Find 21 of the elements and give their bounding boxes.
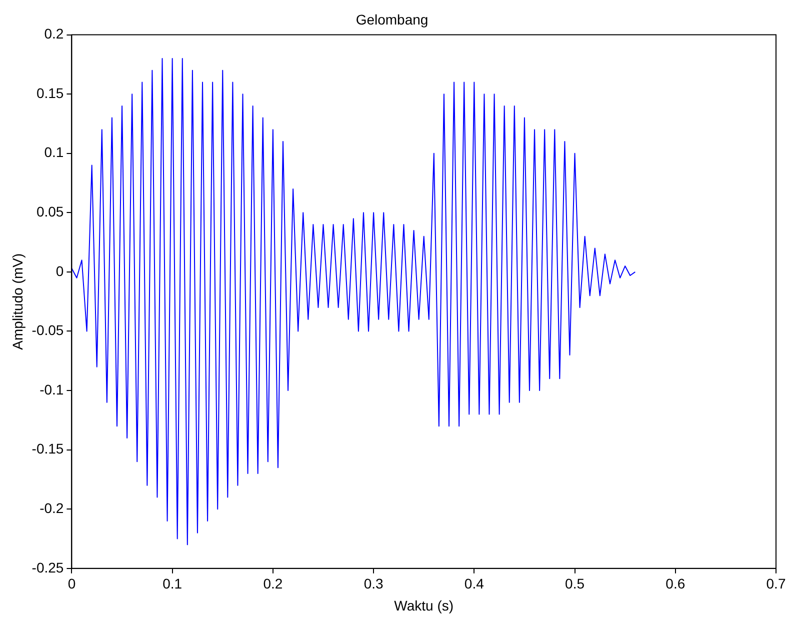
- y-tick-label: 0.2: [44, 26, 64, 42]
- y-tick-label: 0.05: [36, 204, 64, 220]
- y-axis-title: Amplitudo (mV): [9, 253, 26, 350]
- chart-title: Gelombang: [356, 11, 428, 28]
- y-tick-label: -0.05: [32, 322, 64, 338]
- y-tick-label: -0.2: [40, 500, 64, 516]
- x-tick-label: 0.2: [263, 576, 283, 592]
- y-tick-label: 0.1: [44, 144, 64, 160]
- x-tick-label: 0.7: [766, 576, 786, 592]
- x-tick-label: 0: [68, 576, 76, 592]
- y-tick-label: -0.15: [32, 440, 64, 457]
- x-tick-label: 0.5: [565, 576, 585, 592]
- x-axis-title: Waktu (s): [394, 597, 454, 614]
- x-tick-label: 0.6: [666, 576, 686, 592]
- y-tick-label: 0.15: [36, 84, 64, 101]
- y-tick-label: -0.1: [40, 381, 64, 398]
- x-tick-label: 0.4: [464, 576, 484, 592]
- x-tick-label: 0.1: [162, 576, 182, 592]
- y-tick-label: 0: [56, 262, 64, 279]
- y-tick-label: -0.25: [32, 559, 64, 576]
- x-tick-label: 0.3: [364, 576, 384, 592]
